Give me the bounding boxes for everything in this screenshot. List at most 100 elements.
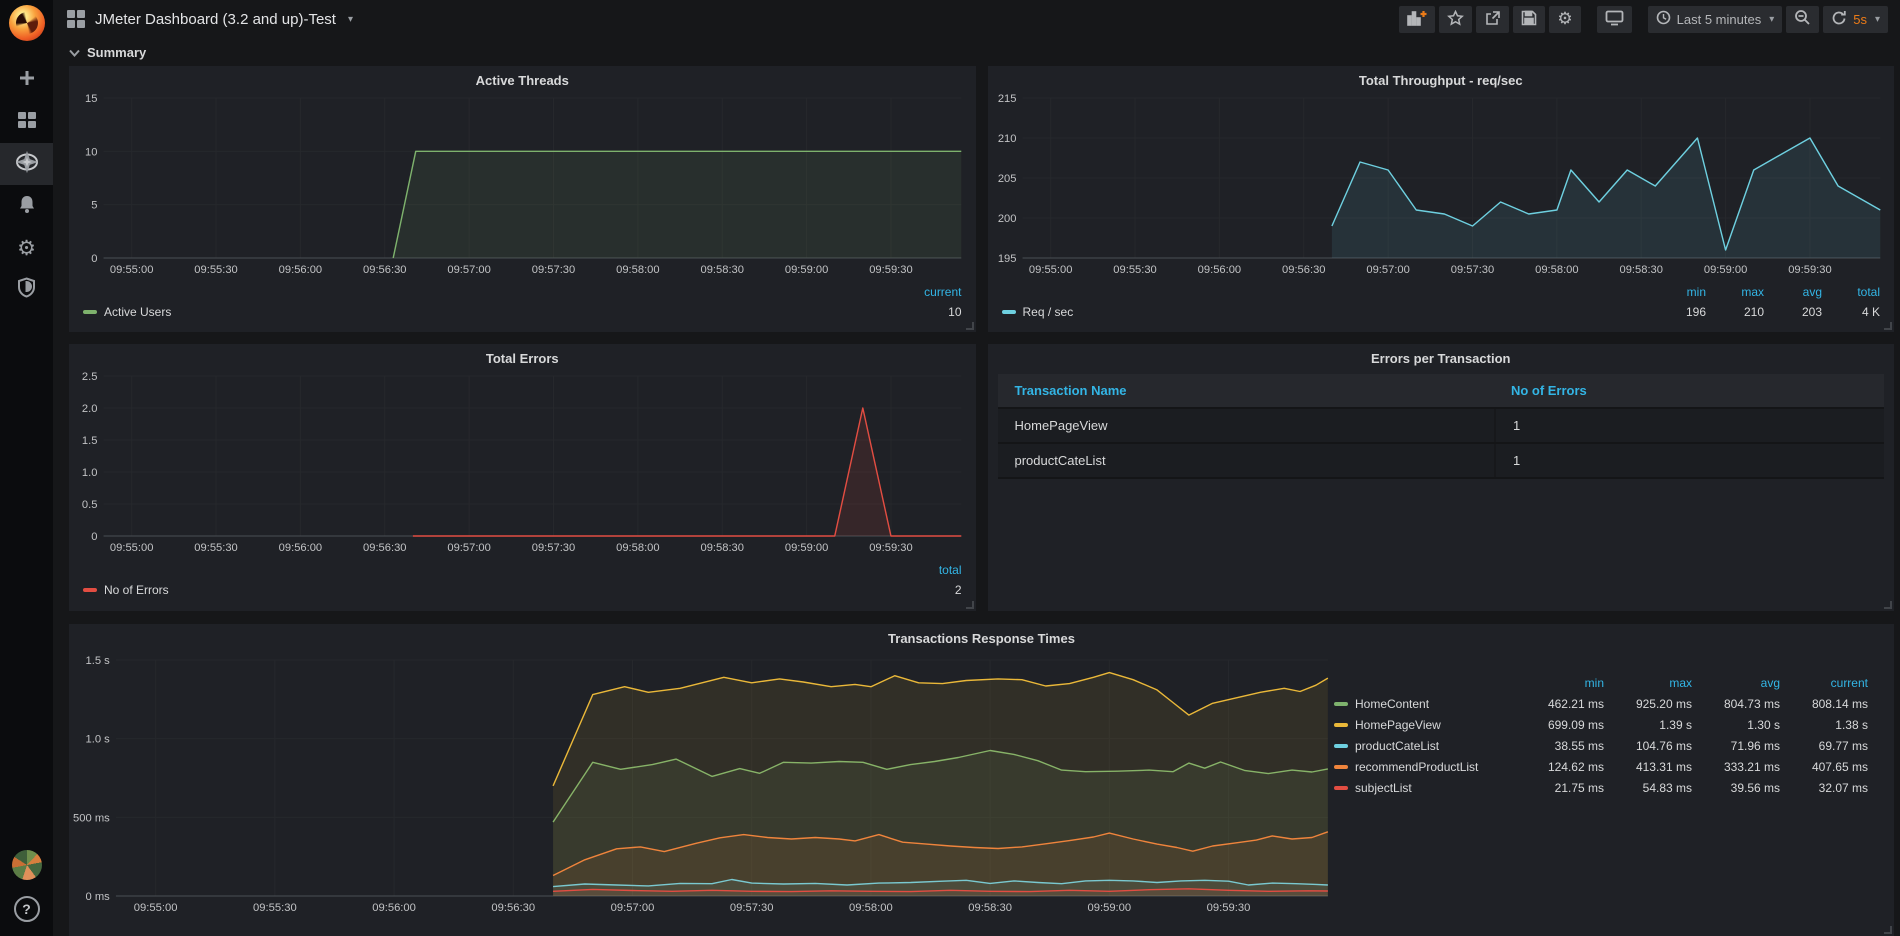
share-button[interactable] (1476, 5, 1510, 33)
sidebar-item-create[interactable] (0, 59, 53, 101)
legend-series-toggle[interactable]: HomeContent (1334, 697, 1429, 711)
add-panel-button[interactable] (1399, 5, 1436, 33)
refresh-icon (1831, 10, 1847, 28)
legend-header: min max avg total (1002, 282, 1880, 301)
legend-series-toggle[interactable]: recommendProductList (1334, 760, 1478, 774)
dashboard-title: JMeter Dashboard (3.2 and up)-Test (95, 10, 336, 28)
table-row: productCateList 1 (997, 444, 1884, 479)
errors-table: Transaction Name No of Errors HomePageView… (997, 374, 1884, 479)
legend-series-toggle[interactable]: No of Errors (83, 583, 169, 597)
legend-stat-header[interactable]: current (1830, 675, 1868, 690)
legend-stat-header[interactable]: avg (1760, 675, 1780, 690)
user-avatar[interactable] (11, 850, 42, 880)
table-column-header[interactable]: No of Errors (1510, 383, 1587, 398)
svg-text:09:56:00: 09:56:00 (279, 264, 322, 276)
throughput-chart[interactable]: 09:55:00 09:55:30 09:56:00 09:56:30 09:57:00… (988, 92, 1895, 282)
series-color-swatch (1334, 701, 1348, 706)
panel-title[interactable]: Errors per Transaction (1371, 351, 1511, 366)
legend-stat-value: 699.09 ms (1547, 717, 1604, 732)
dashboard-title-button[interactable]: JMeter Dashboard (3.2 and up)-Test ▾ (67, 10, 353, 28)
help-button[interactable]: ? (13, 896, 40, 922)
panel-title[interactable]: Active Threads (475, 73, 569, 88)
legend-series-name: HomeContent (1355, 696, 1430, 711)
cycle-view-button[interactable] (1596, 5, 1632, 33)
sidebar-item-dashboards[interactable] (0, 101, 53, 143)
sidebar-item-alerting[interactable] (0, 185, 53, 227)
chevron-down-icon: ▾ (347, 13, 353, 25)
svg-text:09:55:00: 09:55:00 (1028, 264, 1071, 276)
panel-title[interactable]: Total Throughput - req/sec (1358, 73, 1523, 88)
settings-button[interactable]: ⚙ (1549, 5, 1581, 33)
legend-stat-value: 333.21 ms (1723, 759, 1780, 774)
star-button[interactable] (1439, 5, 1473, 33)
svg-text:09:55:30: 09:55:30 (194, 264, 237, 276)
refresh-picker[interactable]: 5s ▾ (1823, 5, 1888, 33)
legend-row: No of Errors 2 (83, 579, 962, 601)
legend-series-toggle[interactable]: Req / sec (1001, 305, 1073, 319)
zoom-out-button[interactable] (1786, 5, 1820, 33)
svg-text:195: 195 (997, 253, 1016, 265)
panel-title[interactable]: Transactions Response Times (888, 631, 1075, 646)
sidebar-item-admin[interactable] (0, 269, 53, 311)
svg-text:09:55:00: 09:55:00 (134, 902, 178, 914)
svg-text:09:58:00: 09:58:00 (849, 902, 893, 914)
series-color-swatch (1334, 743, 1348, 748)
legend-stat-header[interactable]: avg (1802, 284, 1822, 299)
legend-stat-header[interactable]: min (1686, 284, 1706, 299)
sidebar-item-configuration[interactable]: ⚙ (0, 227, 53, 269)
legend-series-name: HomePageView (1355, 717, 1441, 732)
legend-stat-header[interactable]: total (1857, 284, 1880, 299)
panel-resize-handle[interactable] (965, 601, 974, 609)
legend-stat-value: 413.31 ms (1635, 759, 1692, 774)
legend-row: productCateList 38.55 ms 104.76 ms 71.96 ms… (1334, 735, 1868, 756)
table-header-row: Transaction Name No of Errors (997, 374, 1884, 409)
star-icon (1447, 9, 1465, 29)
time-range-picker[interactable]: Last 5 minutes ▾ (1647, 5, 1783, 33)
svg-text:09:58:30: 09:58:30 (968, 902, 1012, 914)
dashboard-navbar: JMeter Dashboard (3.2 and up)-Test ▾ (53, 0, 1900, 38)
svg-text:09:59:30: 09:59:30 (1207, 902, 1251, 914)
panel-response-times: Transactions Response Times 09:55:00 09:5… (69, 624, 1894, 936)
grafana-logo[interactable] (8, 5, 45, 41)
svg-text:09:57:30: 09:57:30 (730, 902, 774, 914)
response-times-chart[interactable]: 09:55:00 09:55:30 09:56:00 09:56:30 09:57:00… (69, 650, 1334, 922)
legend-header: total (83, 560, 962, 579)
active-threads-chart[interactable]: 09:55:00 09:55:30 09:56:00 09:56:30 09:57:00… (69, 92, 976, 282)
svg-text:205: 205 (997, 173, 1016, 185)
sidebar: ⚙ ? (0, 0, 53, 936)
legend-stat-header[interactable]: max (1741, 284, 1764, 299)
panel-resize-handle[interactable] (1884, 926, 1892, 934)
svg-text:09:56:30: 09:56:30 (491, 902, 535, 914)
total-errors-chart[interactable]: 09:55:00 09:55:30 09:56:00 09:56:30 09:57:00… (69, 370, 976, 560)
table-cell: 1 (1493, 409, 1884, 442)
svg-text:09:59:00: 09:59:00 (1087, 902, 1131, 914)
legend-stat-header[interactable]: min (1584, 675, 1604, 690)
compass-icon (15, 150, 39, 179)
panel-throughput: Total Throughput - req/sec 09:55:00 09:55… (987, 66, 1895, 332)
table-column-header[interactable]: Transaction Name (1014, 383, 1127, 398)
panel-resize-handle[interactable] (1884, 601, 1892, 609)
panel-resize-handle[interactable] (1884, 322, 1892, 330)
svg-text:09:55:30: 09:55:30 (1113, 264, 1156, 276)
svg-text:09:56:30: 09:56:30 (363, 264, 406, 276)
legend-stat-header[interactable]: total (938, 562, 962, 577)
add-panel-icon (1407, 10, 1427, 29)
legend-stat-value: 196 (1685, 305, 1706, 319)
sidebar-item-explore[interactable] (0, 143, 53, 185)
svg-text:2.5: 2.5 (82, 371, 98, 383)
panel-title[interactable]: Total Errors (485, 351, 559, 366)
legend-series-toggle[interactable]: subjectList (1334, 781, 1412, 795)
legend-series-toggle[interactable]: HomePageView (1334, 718, 1441, 732)
summary-row-toggle[interactable]: Summary (69, 38, 1894, 66)
svg-text:09:56:00: 09:56:00 (372, 902, 416, 914)
save-button[interactable] (1513, 5, 1546, 33)
legend-stat-header[interactable]: current (924, 284, 962, 299)
panel-resize-handle[interactable] (965, 322, 974, 330)
legend-series-toggle[interactable]: productCateList (1334, 739, 1439, 753)
svg-text:09:59:00: 09:59:00 (1703, 264, 1746, 276)
legend-series-toggle[interactable]: Active Users (83, 305, 171, 319)
series-color-swatch (1334, 785, 1348, 790)
total-errors-legend: total No of Errors 2 (69, 560, 976, 605)
save-icon (1521, 10, 1537, 29)
legend-stat-header[interactable]: max (1669, 675, 1692, 690)
